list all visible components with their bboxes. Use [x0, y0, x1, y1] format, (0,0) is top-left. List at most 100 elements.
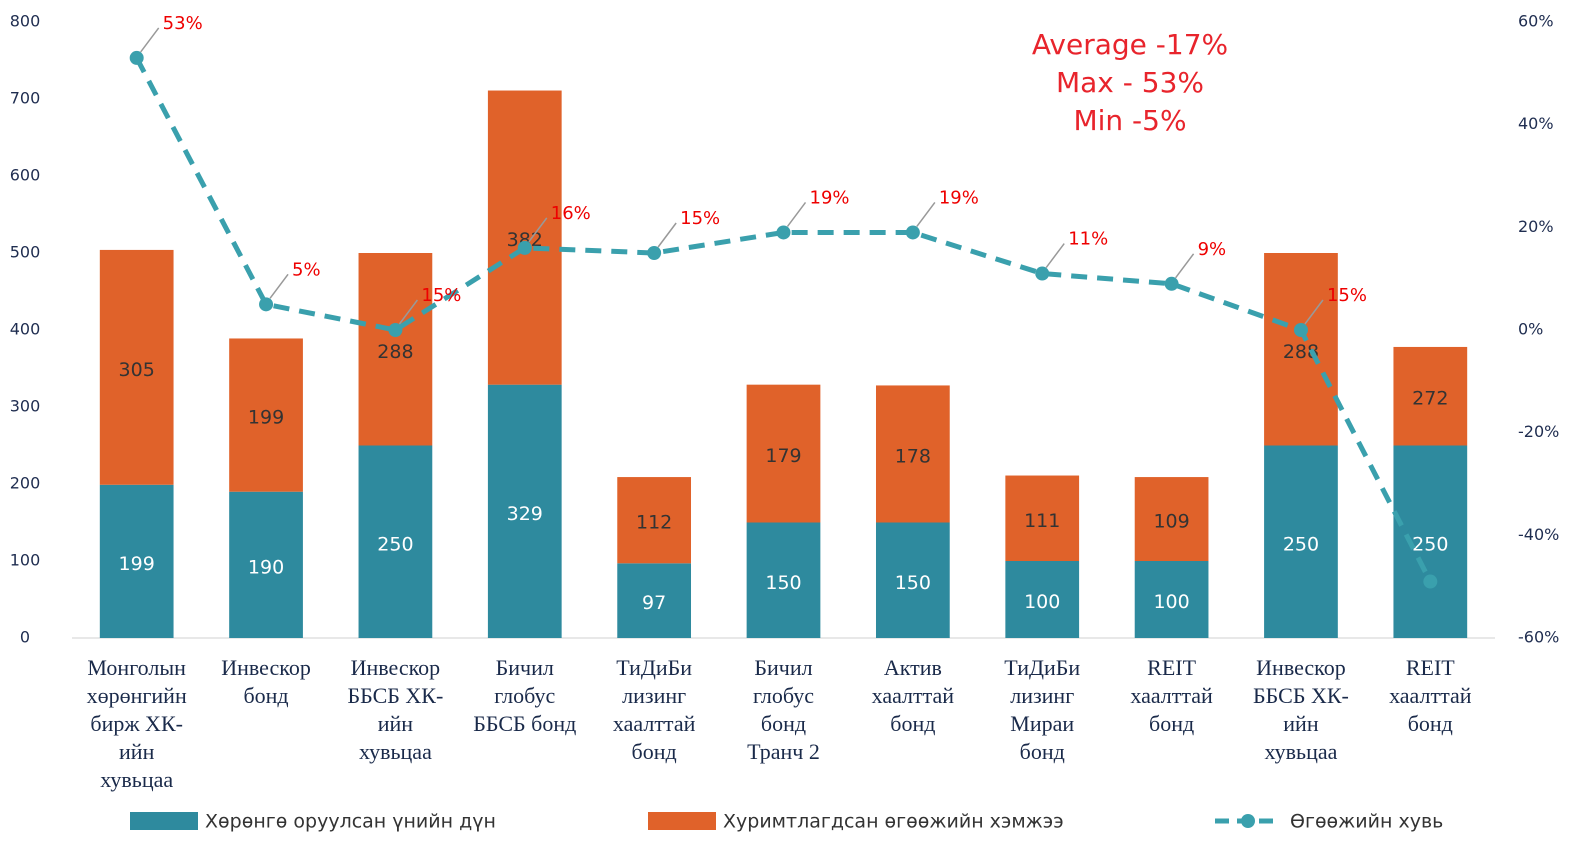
data-label: 250 — [1412, 533, 1448, 555]
data-label: 305 — [119, 359, 155, 381]
x-tick-line: хувьцаа — [100, 767, 173, 792]
x-tick-line: ийн — [1283, 711, 1319, 736]
line-point — [1165, 277, 1179, 291]
data-label: 199 — [248, 407, 284, 429]
leader — [658, 223, 676, 247]
y2-tick-label: 60% — [1518, 12, 1554, 31]
y-tick-label: 300 — [10, 397, 41, 416]
y-tick-label: 0 — [20, 628, 30, 647]
x-tick-line: ийн — [378, 711, 414, 736]
data-label: 272 — [1412, 388, 1448, 410]
x-tick-line: хувьцаа — [359, 739, 432, 764]
x-tick-line: бонд — [632, 739, 677, 764]
data-label: 250 — [1283, 533, 1319, 555]
legend-swatch — [130, 812, 198, 830]
x-tick-line: бирж ХК- — [90, 711, 183, 736]
x-tick-line: Актив — [884, 655, 942, 680]
data-label: 179 — [765, 445, 801, 467]
y-tick-label: 200 — [10, 474, 41, 493]
x-tick-line: глобус — [494, 683, 555, 708]
data-label: 199 — [119, 553, 155, 575]
data-label: 150 — [895, 572, 931, 594]
y-tick-label: 800 — [10, 12, 41, 31]
x-tick-label: Инвескор ББСБ ХК-ийн хувьцаа — [1253, 655, 1349, 764]
point-label: 15% — [1327, 285, 1367, 306]
point-label: 15% — [421, 285, 461, 306]
point-label: 53% — [163, 13, 203, 34]
data-label: 329 — [507, 503, 543, 525]
x-tick-line: Бичил — [754, 655, 812, 680]
leader — [141, 28, 159, 52]
x-tick-line: хаалттай — [1130, 683, 1213, 708]
x-tick-line: хувьцаа — [1265, 739, 1338, 764]
line-point — [647, 246, 661, 260]
x-tick-line: ТиДиБи — [1004, 655, 1080, 680]
x-tick-line: ББСБ ХК- — [348, 683, 444, 708]
x-tick-line: Инвескор — [1256, 655, 1346, 680]
line-point — [259, 297, 273, 311]
data-label: 100 — [1024, 591, 1060, 613]
chart: 0100200300400500600700800-60%-40%-20%0%2… — [0, 0, 1580, 840]
x-tick-line: Мираи — [1010, 711, 1074, 736]
legend-label: Өгөөжийн хувь — [1290, 811, 1443, 833]
point-label: 19% — [939, 187, 979, 208]
y2-tick-label: 0% — [1518, 320, 1543, 339]
x-tick-line: Инвескор — [221, 655, 311, 680]
x-tick-label: Инвескор ББСБ ХК-ийн хувьцаа — [348, 655, 444, 764]
x-tick-line: глобус — [753, 683, 814, 708]
y-tick-label: 700 — [10, 89, 41, 108]
data-label: 111 — [1024, 510, 1060, 532]
point-label: 16% — [551, 203, 591, 224]
x-tick-label: ТиДиБилизингМираибонд — [1004, 655, 1080, 764]
x-tick-line: бонд — [1149, 711, 1194, 736]
data-label: 112 — [636, 512, 672, 534]
x-tick-line: бонд — [890, 711, 935, 736]
x-tick-line: хөрөнгийн — [87, 683, 187, 708]
line-point — [777, 225, 791, 239]
x-tick-line: хаалттай — [613, 711, 696, 736]
x-tick-line: хаалттай — [872, 683, 955, 708]
x-tick-line: лизинг — [1010, 683, 1074, 708]
y2-tick-label: 40% — [1518, 114, 1554, 133]
annotation: Average -17% — [1032, 28, 1228, 61]
leader — [1046, 244, 1064, 268]
line-point — [518, 241, 532, 255]
x-tick-line: Транч 2 — [747, 739, 820, 764]
x-tick-line: бонд — [761, 711, 806, 736]
y-tick-label: 100 — [10, 551, 41, 570]
point-label: 9% — [1198, 239, 1227, 260]
y2-tick-label: -60% — [1518, 628, 1559, 647]
legend-label: Хуримтлагдсан өгөөжийн хэмжээ — [723, 811, 1064, 833]
x-tick-line: Инвескор — [351, 655, 441, 680]
line-point — [1035, 267, 1049, 281]
legend-swatch — [648, 812, 716, 830]
y-tick-label: 400 — [10, 320, 41, 339]
legend-label: Хөрөнгө оруулсан үнийн дүн — [205, 811, 496, 833]
data-label: 178 — [895, 445, 931, 467]
leader — [788, 202, 806, 226]
y2-tick-label: -20% — [1518, 422, 1559, 441]
annotation: Max - 53% — [1056, 66, 1204, 99]
line-point — [388, 323, 402, 337]
x-tick-line: ББСБ ХК- — [1253, 683, 1349, 708]
x-tick-line: Монголын — [87, 655, 186, 680]
data-label: 150 — [765, 572, 801, 594]
point-label: 15% — [680, 208, 720, 229]
line-point — [130, 51, 144, 65]
line-point — [1423, 575, 1437, 589]
y2-tick-label: -40% — [1518, 525, 1559, 544]
point-label: 5% — [292, 259, 321, 280]
x-tick-label: REITхаалттайбонд — [1389, 655, 1472, 736]
x-tick-line: бонд — [243, 683, 288, 708]
x-tick-line: ББСБ бонд — [473, 711, 576, 736]
data-label: 250 — [377, 533, 413, 555]
x-tick-label: Инвескор бонд — [221, 655, 311, 708]
x-tick-line: хаалттай — [1389, 683, 1472, 708]
x-tick-line: ТиДиБи — [616, 655, 692, 680]
x-tick-line: REIT — [1147, 655, 1196, 680]
line-point — [906, 225, 920, 239]
x-tick-label: REIT хаалттай бонд — [1130, 655, 1213, 736]
y-tick-label: 600 — [10, 166, 41, 185]
